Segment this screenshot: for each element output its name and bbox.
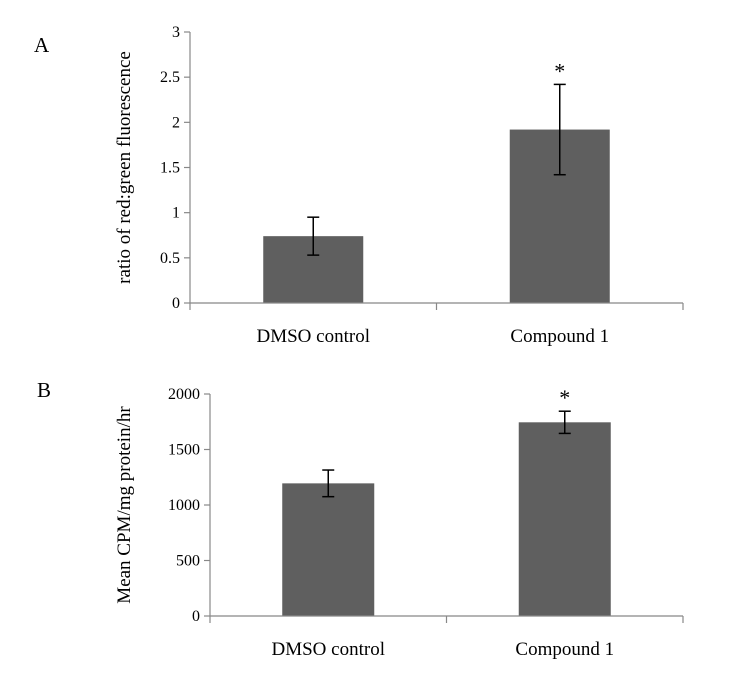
x-category-label: Compound 1 [515, 639, 614, 660]
panel-label: B [37, 378, 51, 402]
y-axis-title: Mean CPM/mg protein/hr [114, 406, 135, 604]
y-tick-label: 1500 [168, 442, 200, 459]
x-category-label: Compound 1 [510, 326, 609, 347]
bar [282, 483, 375, 616]
panel-label: A [34, 33, 50, 57]
y-tick-label: 0 [192, 608, 200, 625]
y-tick-label: 0 [172, 295, 180, 312]
bar [518, 422, 611, 616]
y-tick-label: 0.5 [160, 250, 180, 267]
panel-b: B 0 500 1000 1500 2000 * DMSO control Compound 1… [37, 378, 684, 660]
y-tick-label: 2 [172, 114, 180, 131]
y-tick-label: 1.5 [160, 160, 180, 177]
y-tick-label: 2000 [168, 386, 200, 403]
panel-a: A 0 0.5 1 1.5 2 2.5 3 * DMSO control Compound 1 rat… [34, 24, 684, 347]
y-tick-label: 2.5 [160, 69, 180, 86]
y-tick-label: 500 [176, 553, 200, 570]
x-category-label: DMSO control [257, 326, 370, 347]
y-tick-label: 3 [172, 24, 180, 41]
y-tick-label: 1 [172, 205, 180, 222]
significance-asterisk: * [559, 385, 570, 410]
y-axis-title: ratio of red:green fluorescence [114, 51, 135, 284]
x-category-label: DMSO control [272, 639, 385, 660]
significance-asterisk: * [554, 58, 565, 83]
y-tick-label: 1000 [168, 497, 200, 514]
